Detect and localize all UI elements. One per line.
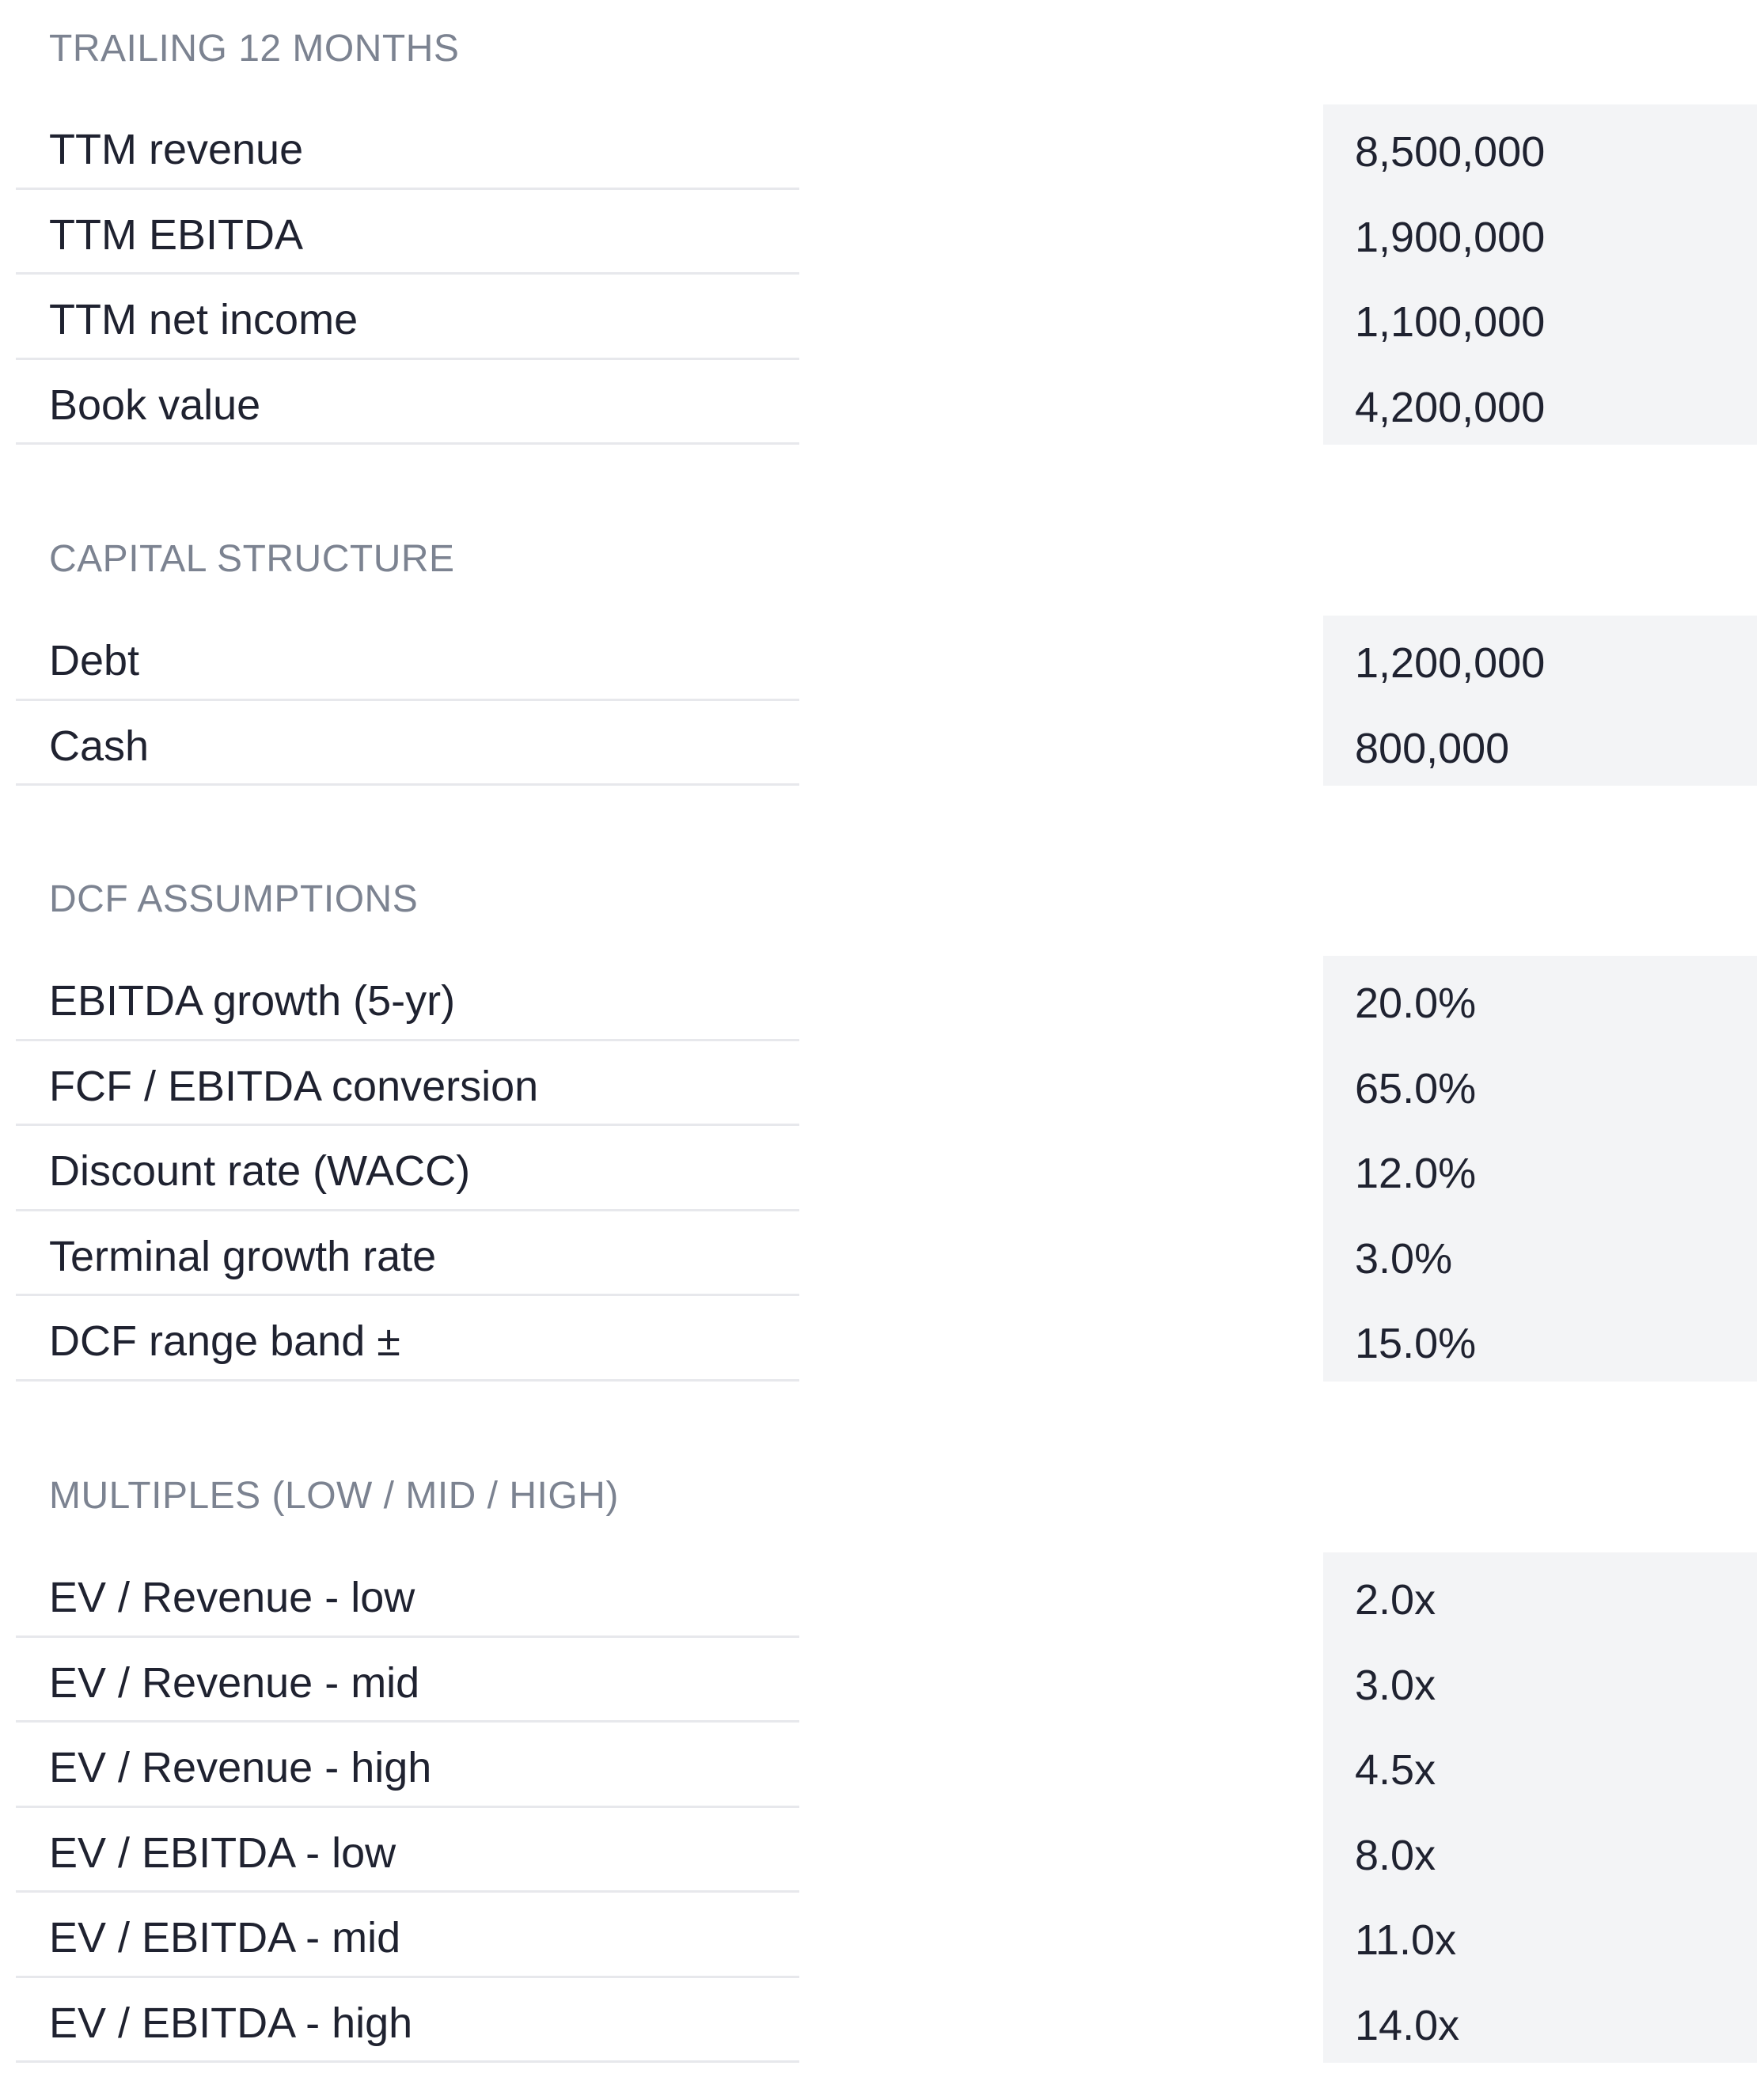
row-divider [16,1124,799,1126]
ev-ebitda-low-input[interactable] [1355,1831,1751,1879]
input-row-ev-ebitda-low: EV / EBITDA - low [0,1808,1764,1893]
row-divider [16,2060,799,2063]
book-value-input[interactable] [1355,383,1751,431]
row-divider [16,698,799,701]
row-label: TTM EBITDA [49,210,303,259]
input-row-ev-revenue-low: EV / Revenue - low [0,1552,1764,1638]
input-row-terminal-growth: Terminal growth rate [0,1211,1764,1296]
row-label: EV / Revenue - low [49,1574,415,1621]
terminal-growth-input[interactable] [1355,1234,1751,1283]
row-divider [16,783,799,786]
input-row-dcf-range-band: DCF range band ± [0,1296,1764,1382]
input-row-ebitda-growth: EBITDA growth (5-yr) [0,956,1764,1041]
section-title: MULTIPLES (LOW / MID / HIGH) [49,1475,619,1517]
row-divider [16,1975,799,1978]
ebitda-growth-input[interactable] [1355,980,1751,1027]
row-label: EV / EBITDA - high [49,1999,413,2047]
input-row-ev-revenue-high: EV / Revenue - high [0,1723,1764,1808]
row-divider [16,1635,799,1638]
row-divider [16,1294,799,1296]
row-divider [16,272,799,275]
row-divider [16,1378,799,1382]
ttm-ebitda-input[interactable] [1355,213,1751,261]
input-row-ev-revenue-mid: EV / Revenue - mid [0,1638,1764,1723]
input-row-ttm-ebitda: TTM EBITDA [0,190,1764,275]
value-panel [1323,1552,1757,2063]
row-divider [16,187,799,190]
ttm-revenue-input[interactable] [1355,128,1751,176]
section-title: DCF ASSUMPTIONS [49,878,419,920]
ev-revenue-mid-input[interactable] [1355,1661,1751,1709]
fcf-conversion-input[interactable] [1355,1064,1751,1112]
ev-ebitda-mid-input[interactable] [1355,1916,1751,1964]
input-row-ev-ebitda-mid: EV / EBITDA - mid [0,1893,1764,1978]
section-title: CAPITAL STRUCTURE [49,538,455,580]
section-rows: EBITDA growth (5-yr) FCF / EBITDA conver… [0,956,1764,1382]
section-title: TRAILING 12 MONTHS [49,28,460,70]
row-label: EBITDA growth (5-yr) [49,977,456,1025]
cash-input[interactable] [1355,724,1751,772]
input-row-fcf-conversion: FCF / EBITDA conversion [0,1041,1764,1126]
discount-rate-input[interactable] [1355,1150,1751,1197]
row-label: Debt [49,637,140,684]
input-row-cash: Cash [0,701,1764,786]
row-label: Cash [49,722,150,770]
row-divider [16,1720,799,1723]
row-label: EV / Revenue - mid [49,1658,420,1707]
row-label: TTM revenue [49,126,304,173]
input-row-discount-rate: Discount rate (WACC) [0,1126,1764,1211]
input-row-ttm-revenue: TTM revenue [0,104,1764,190]
row-label: TTM net income [49,296,358,343]
section-rows: Debt Cash [0,616,1764,786]
ev-revenue-high-input[interactable] [1355,1746,1751,1794]
row-label: DCF range band ± [49,1317,400,1365]
row-divider [16,442,799,445]
ev-ebitda-high-input[interactable] [1355,2001,1751,2049]
row-divider [16,1890,799,1893]
input-row-book-value: Book value [0,360,1764,445]
row-label: EV / EBITDA - low [49,1829,396,1877]
row-divider [16,1208,799,1211]
row-label: Terminal growth rate [49,1232,437,1280]
debt-input[interactable] [1355,639,1751,687]
ev-revenue-low-input[interactable] [1355,1576,1751,1624]
dcf-range-band-input[interactable] [1355,1320,1751,1367]
row-label: Book value [49,381,261,429]
row-label: EV / EBITDA - mid [49,1914,401,1961]
input-row-ttm-net-income: TTM net income [0,275,1764,360]
row-label: FCF / EBITDA conversion [49,1062,539,1110]
section-rows: EV / Revenue - low EV / Revenue - mid EV… [0,1552,1764,2063]
section-rows: TTM revenue TTM EBITDA TTM net income Bo… [0,104,1764,445]
ttm-net-income-input[interactable] [1355,298,1751,346]
input-row-ev-ebitda-high: EV / EBITDA - high [0,1978,1764,2063]
row-divider [16,1805,799,1808]
row-label: Discount rate (WACC) [49,1147,471,1195]
row-label: EV / Revenue - high [49,1744,432,1791]
input-row-debt: Debt [0,616,1764,701]
row-divider [16,357,799,360]
row-divider [16,1038,799,1041]
